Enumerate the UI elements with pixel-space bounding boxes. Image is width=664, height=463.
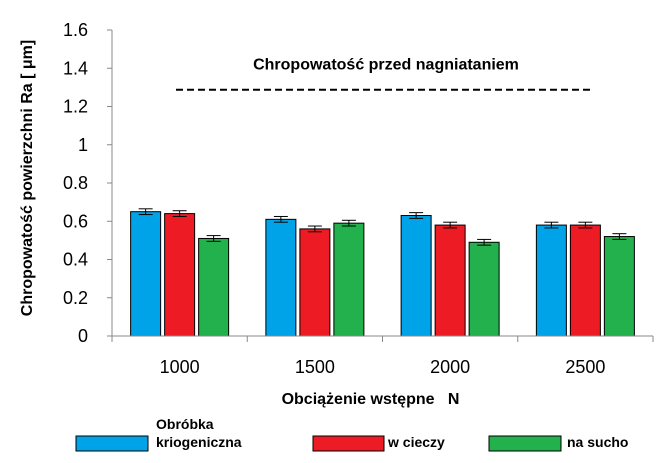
legend-label: Obróbka kriogeniczna — [156, 416, 242, 450]
bar — [198, 237, 230, 337]
y-tick-label: 1 — [78, 135, 88, 155]
y-tick-label: 1.6 — [63, 20, 88, 40]
x-tick-label: 2500 — [565, 357, 605, 377]
legend: Obróbka kriogeniczna w cieczy na sucho — [75, 416, 628, 452]
y-tick-label: 0.2 — [63, 288, 88, 308]
legend-label: w cieczy — [387, 434, 445, 450]
y-axis: 0 0.2 0.4 0.6 0.8 1 1.2 1.4 1.6 — [63, 20, 113, 346]
x-tick-label: 1000 — [160, 357, 200, 377]
bar — [265, 218, 297, 337]
legend-swatch — [488, 435, 562, 452]
bar — [333, 222, 365, 337]
bar — [535, 224, 567, 337]
bar — [569, 224, 601, 337]
x-tick-label: 1500 — [295, 357, 335, 377]
x-axis: 1000 1500 2000 2500 — [111, 335, 654, 377]
y-tick-label: 0.4 — [63, 250, 88, 270]
bars — [130, 208, 635, 337]
bar — [468, 241, 500, 337]
bar — [400, 215, 432, 337]
legend-swatch — [312, 435, 385, 452]
bar — [130, 211, 162, 337]
legend-swatch — [75, 435, 149, 452]
bar — [603, 236, 635, 337]
y-tick-label: 1.2 — [63, 97, 88, 117]
legend-label: na sucho — [567, 434, 628, 450]
bar — [434, 224, 466, 337]
x-axis-title: Obciążenie wstępne N — [282, 391, 460, 408]
x-tick-label: 2000 — [430, 357, 470, 377]
y-axis-title: Chropowatość powierzchni Ra [ μm] — [19, 40, 36, 316]
reference-line-label: Chropowatość przed nagniataniem — [253, 57, 519, 74]
y-tick-label: 0.6 — [63, 211, 88, 231]
bar — [164, 213, 196, 337]
y-tick-label: 0 — [78, 326, 88, 346]
y-tick-label: 1.4 — [63, 58, 88, 78]
y-tick-label: 0.8 — [63, 173, 88, 193]
bar — [299, 228, 331, 337]
